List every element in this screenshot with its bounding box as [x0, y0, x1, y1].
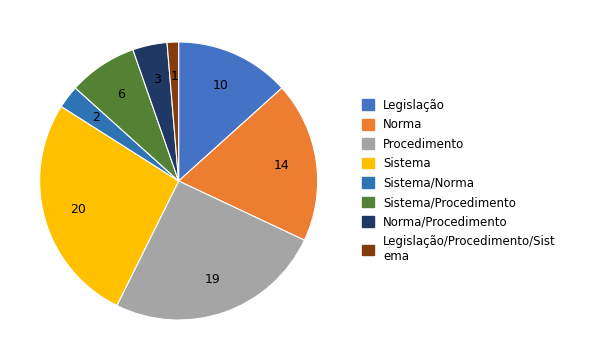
Wedge shape [179, 42, 282, 181]
Text: 2: 2 [92, 111, 100, 125]
Wedge shape [39, 106, 179, 306]
Text: 19: 19 [205, 273, 221, 286]
Text: 6: 6 [117, 88, 125, 101]
Text: 14: 14 [274, 159, 290, 172]
Wedge shape [133, 42, 179, 181]
Wedge shape [179, 88, 318, 240]
Wedge shape [61, 88, 179, 181]
Wedge shape [75, 50, 179, 181]
Text: 3: 3 [153, 72, 161, 85]
Wedge shape [117, 181, 304, 320]
Wedge shape [167, 42, 179, 181]
Text: 10: 10 [213, 79, 229, 92]
Text: 1: 1 [171, 70, 178, 83]
Text: 20: 20 [70, 202, 86, 215]
Legend: Legislação, Norma, Procedimento, Sistema, Sistema/Norma, Sistema/Procedimento, N: Legislação, Norma, Procedimento, Sistema… [359, 95, 559, 267]
